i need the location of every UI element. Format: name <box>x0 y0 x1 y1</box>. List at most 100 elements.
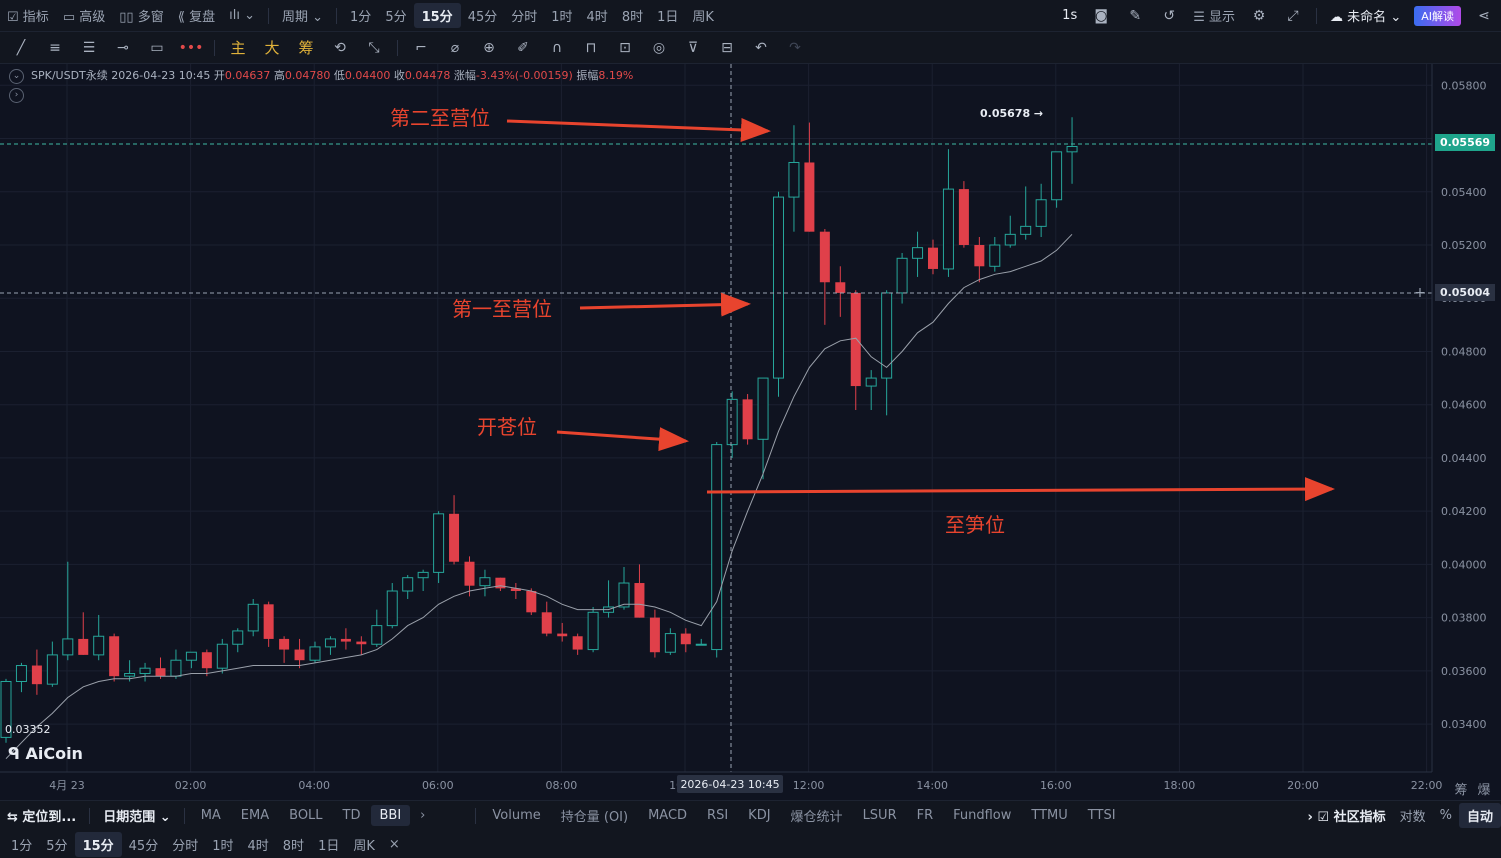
indicator-lsur[interactable]: LSUR <box>853 808 907 823</box>
indicator-fundflow[interactable]: Fundflow <box>943 808 1021 823</box>
fullscreen-icon[interactable]: ⤢ <box>1281 4 1305 28</box>
settings-icon[interactable]: ⚙ <box>1247 4 1271 28</box>
period-1m[interactable]: 1分 <box>343 6 378 25</box>
divider <box>268 8 269 24</box>
trash-icon[interactable]: ⊟ <box>715 36 739 60</box>
bottom-period-4h[interactable]: 4时 <box>241 835 276 854</box>
indicator-menu[interactable]: ☑ 指标 <box>0 6 56 25</box>
advanced-menu[interactable]: ▭ 高级 <box>56 6 112 25</box>
bottom-period-45m[interactable]: 45分 <box>122 835 166 854</box>
period-15m[interactable]: 15分 <box>414 3 461 28</box>
price-tick-label: 0.05800 <box>1441 79 1487 92</box>
filter-icon[interactable]: ⊽ <box>681 36 705 60</box>
indicator-oi[interactable]: 持仓量 (OI) <box>551 806 638 825</box>
divider <box>336 8 337 24</box>
period-4h[interactable]: 4时 <box>580 6 615 25</box>
period-1w[interactable]: 周K <box>685 6 721 25</box>
chip-distribution-toggle[interactable]: 筹 <box>294 36 318 60</box>
indicator-fr[interactable]: FR <box>907 808 944 823</box>
undo-icon[interactable]: ↶ <box>749 36 773 60</box>
lock-icon[interactable]: ⊓ <box>579 36 603 60</box>
percent-scale-toggle[interactable]: % <box>1433 808 1459 823</box>
close-period-bar-icon[interactable]: × <box>382 837 407 852</box>
crop-icon[interactable]: ⌐ <box>409 36 433 60</box>
indicator-ttsi[interactable]: TTSI <box>1078 808 1126 823</box>
period-8h[interactable]: 8时 <box>615 6 650 25</box>
candle-body <box>1021 226 1031 234</box>
time-tick-label: 20:00 <box>1287 779 1319 792</box>
collapse-icon[interactable]: ⌄ <box>9 69 24 84</box>
bottom-period-8h[interactable]: 8时 <box>276 835 311 854</box>
chevron-right-icon[interactable]: › <box>410 808 435 823</box>
multi-window-menu[interactable]: ▯▯ 多窗 <box>112 6 170 25</box>
indicator-ttmu[interactable]: TTMU <box>1021 808 1077 823</box>
period-45m[interactable]: 45分 <box>461 6 505 25</box>
indicator-bbi[interactable]: BBI <box>371 805 411 826</box>
trendline-icon[interactable]: ╱ <box>9 36 33 60</box>
display-menu[interactable]: ☰ 显示 <box>1186 6 1242 25</box>
layout-name-menu[interactable]: ☁ 未命名 ⌄ <box>1323 6 1408 25</box>
auto-scale-toggle[interactable]: 自动 <box>1459 803 1501 828</box>
indicator-ma[interactable]: MA <box>191 808 231 823</box>
log-scale-toggle[interactable]: 对数 <box>1393 806 1433 825</box>
period-menu[interactable]: 周期 ⌄ <box>275 6 330 25</box>
annotation-stop-loss: 至笋位 <box>945 513 1005 537</box>
large-order-toggle[interactable]: 大 <box>260 36 284 60</box>
replay-menu[interactable]: ⟪ 复盘 <box>171 6 222 25</box>
expand-icon[interactable]: › <box>9 88 24 103</box>
camera-icon[interactable]: ◙ <box>1089 4 1113 28</box>
community-indicators-button[interactable]: › ☑ 社区指标 <box>1301 806 1393 825</box>
indicator-kdj[interactable]: KDJ <box>738 808 780 823</box>
candle-body <box>279 639 289 650</box>
bottom-period-1h[interactable]: 1时 <box>205 835 240 854</box>
horizontal-lines-icon[interactable]: ☰ <box>77 36 101 60</box>
indicator-td[interactable]: TD <box>333 808 371 823</box>
crosshair-plus-icon[interactable]: + <box>1414 285 1426 301</box>
price-tick-label: 0.04000 <box>1441 558 1487 571</box>
share-icon[interactable]: ⋖ <box>1472 4 1496 28</box>
horizontal-ray-icon[interactable]: ⊸ <box>111 36 135 60</box>
crosshair-price-tag: 0.05004 <box>1435 284 1495 301</box>
chart-type-menu[interactable]: ılı ⌄ <box>222 8 262 23</box>
measure-icon[interactable]: ⤡ <box>362 36 386 60</box>
main-chart-toggle[interactable]: 主 <box>226 36 250 60</box>
indicator-volume[interactable]: Volume <box>482 808 550 823</box>
period-1h[interactable]: 1时 <box>544 6 579 25</box>
bottom-period-1w[interactable]: 周K <box>346 835 382 854</box>
bottom-period-1d[interactable]: 1日 <box>311 835 346 854</box>
bottom-period-5m[interactable]: 5分 <box>39 835 74 854</box>
date-range-button[interactable]: 日期范围 ⌄ <box>96 806 177 825</box>
period-1d[interactable]: 1日 <box>650 6 685 25</box>
more-tools-icon[interactable]: ••• <box>179 36 203 60</box>
locate-button[interactable]: ⇆ 定位到... <box>0 806 83 825</box>
magnet-icon[interactable]: ∩ <box>545 36 569 60</box>
redo-icon[interactable]: ↷ <box>783 36 807 60</box>
candle <box>712 442 722 658</box>
indicator-macd[interactable]: MACD <box>638 808 697 823</box>
candlestick-chart[interactable]: 0.058000.056000.054000.052000.050000.048… <box>0 64 1501 800</box>
rectangle-icon[interactable]: ▭ <box>145 36 169 60</box>
hide-icon[interactable]: ◎ <box>647 36 671 60</box>
bottom-period-timeline[interactable]: 分时 <box>165 835 205 854</box>
candle-body <box>325 639 335 647</box>
pen-icon[interactable]: ✎ <box>1123 4 1147 28</box>
bottom-period-1m[interactable]: 1分 <box>4 835 39 854</box>
liquidation-side-label[interactable]: 爆 <box>1477 783 1490 798</box>
signal-icon[interactable]: ⟲ <box>328 36 352 60</box>
ai-interpret-button[interactable]: AI解读 <box>1414 6 1461 26</box>
refresh-rate[interactable]: 1s <box>1055 8 1084 23</box>
indicator-rsi[interactable]: RSI <box>697 808 738 823</box>
zoom-icon[interactable]: ⊕ <box>477 36 501 60</box>
undo-icon[interactable]: ↺ <box>1157 4 1181 28</box>
parallel-lines-icon[interactable]: ≡ <box>43 36 67 60</box>
indicator-boll[interactable]: BOLL <box>279 808 332 823</box>
chip-side-label[interactable]: 筹 <box>1454 782 1467 798</box>
indicator-liquidation[interactable]: 爆仓统计 <box>781 806 853 825</box>
indicator-ema[interactable]: EMA <box>231 808 279 823</box>
alert-icon[interactable]: ⊡ <box>613 36 637 60</box>
brush-icon[interactable]: ✐ <box>511 36 535 60</box>
bottom-period-15m[interactable]: 15分 <box>75 832 122 857</box>
ruler-icon[interactable]: ⌀ <box>443 36 467 60</box>
period-timeline[interactable]: 分时 <box>504 6 544 25</box>
period-5m[interactable]: 5分 <box>378 6 413 25</box>
